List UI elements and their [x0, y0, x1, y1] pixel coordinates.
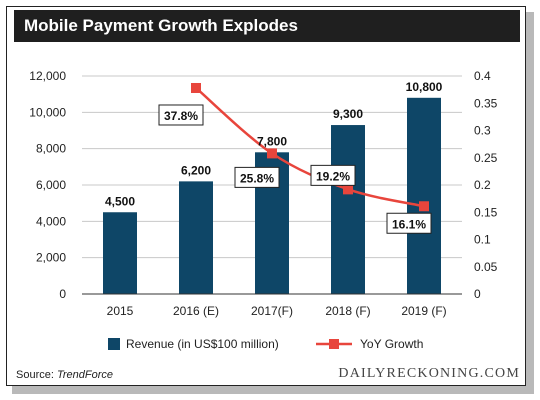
- revenue-bar: [103, 212, 137, 294]
- y-left-tick-label: 0: [59, 287, 66, 301]
- y-right-tick-label: 0.35: [474, 96, 498, 110]
- legend-revenue-swatch: [108, 338, 120, 350]
- y-left-tick-label: 12,000: [29, 69, 66, 83]
- x-tick-label: 2016 (E): [173, 304, 219, 318]
- x-tick-label: 2018 (F): [325, 304, 370, 318]
- source-note: Source: TrendForce: [16, 369, 113, 381]
- y-right-tick-label: 0.4: [474, 69, 491, 83]
- yoy-growth-label: 16.1%: [392, 217, 426, 231]
- y-left-tick-label: 10,000: [29, 105, 66, 119]
- yoy-growth-line-path: [195, 87, 425, 208]
- brand-watermark: DAILYRECKONING.COM: [338, 366, 520, 381]
- legend-yoy-marker: [329, 339, 339, 349]
- x-tick-label: 2019 (F): [401, 304, 446, 318]
- revenue-bar-label: 10,800: [406, 80, 443, 94]
- y-right-tick-label: 0.2: [474, 178, 491, 192]
- y-right-tick-label: 0.25: [474, 151, 498, 165]
- y-right-tick-label: 0.05: [474, 260, 498, 274]
- y-right-tick-label: 0.1: [474, 233, 491, 247]
- yoy-growth-line: [191, 82, 429, 212]
- x-tick-label: 2017(F): [251, 304, 293, 318]
- legend: Revenue (in US$100 million) YoY Growth: [108, 337, 423, 351]
- revenue-bar: [407, 97, 441, 294]
- yoy-growth-marker: [267, 148, 277, 159]
- revenue-bar-label: 4,500: [105, 194, 135, 208]
- yoy-growth-label: 37.8%: [164, 109, 198, 123]
- yoy-growth-label-box: [234, 166, 280, 188]
- revenue-bar-label: 9,300: [333, 107, 363, 121]
- legend-yoy-label: YoY Growth: [360, 337, 423, 351]
- y-left-tick-label: 2,000: [36, 251, 66, 265]
- y-right-tick-label: 0.15: [474, 205, 498, 219]
- y-left-tick-label: 8,000: [36, 142, 66, 156]
- y-left-tick-label: 4,000: [36, 214, 66, 228]
- yoy-growth-label-box: [310, 164, 356, 186]
- data-labels: 4,500 6,200 7,800 9,300 10,800 37.8% 25.8% 19.2…: [105, 80, 443, 234]
- revenue-bar: [179, 181, 213, 294]
- yoy-growth-label-box: [158, 104, 204, 126]
- yoy-growth-label: 19.2%: [316, 169, 350, 183]
- x-tick-label: 2015: [107, 304, 134, 318]
- yoy-growth-marker: [343, 184, 353, 195]
- revenue-bar-label: 7,800: [257, 134, 287, 148]
- revenue-bar: [331, 125, 365, 294]
- yoy-growth-marker: [191, 82, 201, 93]
- y-right-tick-label: 0.3: [474, 124, 491, 138]
- revenue-bars: [103, 97, 441, 294]
- chart-title: Mobile Payment Growth Explodes: [14, 10, 520, 42]
- yoy-growth-marker: [419, 201, 429, 212]
- y-left-tick-label: 6,000: [36, 178, 66, 192]
- legend-revenue-label: Revenue (in US$100 million): [126, 337, 279, 351]
- revenue-bar-label: 6,200: [181, 163, 211, 177]
- yoy-growth-label-box: [386, 212, 432, 234]
- source-name: TrendForce: [56, 369, 114, 381]
- axes: 0 2,000 4,000 6,000 8,000 10,000 12,000 0 0.05 0.…: [29, 69, 497, 318]
- y-right-tick-label: 0: [474, 287, 481, 301]
- source-prefix: Source:: [16, 369, 57, 381]
- yoy-growth-label: 25.8%: [240, 171, 274, 185]
